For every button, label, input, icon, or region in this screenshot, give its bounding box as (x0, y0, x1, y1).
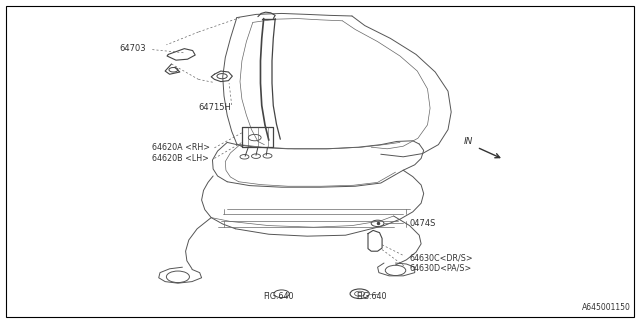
Text: IN: IN (464, 137, 474, 146)
Text: 0474S: 0474S (410, 220, 436, 228)
Text: 64630C<DR/S>: 64630C<DR/S> (410, 253, 473, 262)
Text: FIG.640: FIG.640 (263, 292, 294, 301)
Text: 64620B <LH>: 64620B <LH> (152, 154, 209, 163)
Text: A645001150: A645001150 (582, 303, 630, 312)
Text: FIG.640: FIG.640 (356, 292, 387, 301)
Text: 64703: 64703 (119, 44, 146, 53)
Text: 64620A <RH>: 64620A <RH> (152, 143, 211, 152)
Text: 64630D<PA/S>: 64630D<PA/S> (410, 263, 472, 272)
Text: 64715H: 64715H (198, 103, 231, 112)
